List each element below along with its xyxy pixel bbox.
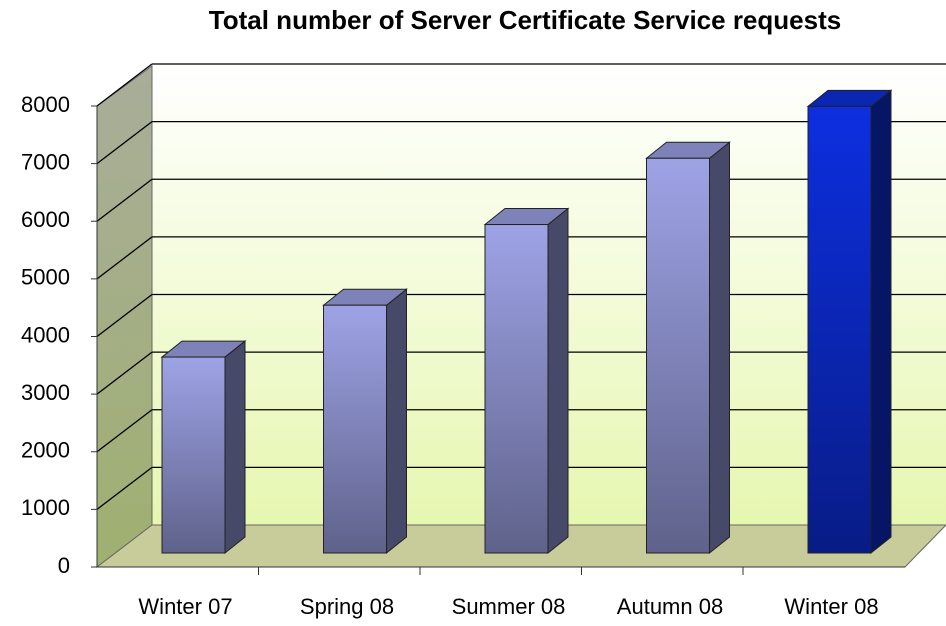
- bar: [484, 224, 549, 554]
- y-tick-label: 6000: [21, 207, 70, 232]
- x-tick-label: Winter 08: [784, 594, 878, 619]
- grid-line: [96, 351, 153, 395]
- bar: [161, 356, 226, 554]
- grid-line: [96, 466, 153, 510]
- y-tick-label: 0: [58, 553, 70, 578]
- y-tick-label: 3000: [21, 380, 70, 405]
- bar: [807, 105, 872, 554]
- grid-line: [96, 236, 153, 280]
- y-tick-label: 1000: [21, 495, 70, 520]
- y-tick-label: 7000: [21, 149, 70, 174]
- side-wall: [96, 65, 153, 569]
- grid-line: [96, 121, 153, 165]
- grid-line: [96, 63, 153, 107]
- x-tick-label: Winter 07: [138, 594, 232, 619]
- bar: [323, 304, 387, 554]
- grid-line: [96, 178, 153, 222]
- y-tick-label: 4000: [21, 322, 70, 347]
- x-tick-label: Spring 08: [300, 594, 394, 619]
- x-tick-label: Summer 08: [452, 594, 566, 619]
- bar-side: [547, 207, 569, 555]
- bar-side: [870, 89, 892, 555]
- grid-line: [96, 293, 153, 338]
- y-tick-label: 5000: [21, 265, 70, 290]
- grid-line: [96, 409, 153, 453]
- y-tick-label: 2000: [21, 438, 70, 463]
- bar-side: [709, 141, 730, 555]
- y-tick-label: 8000: [21, 92, 70, 117]
- bar: [646, 157, 710, 554]
- x-tick-label: Autumn 08: [617, 594, 723, 619]
- bar-side: [224, 340, 246, 555]
- bar-side: [386, 288, 407, 555]
- chart-title: Total number of Server Certificate Servi…: [209, 5, 841, 35]
